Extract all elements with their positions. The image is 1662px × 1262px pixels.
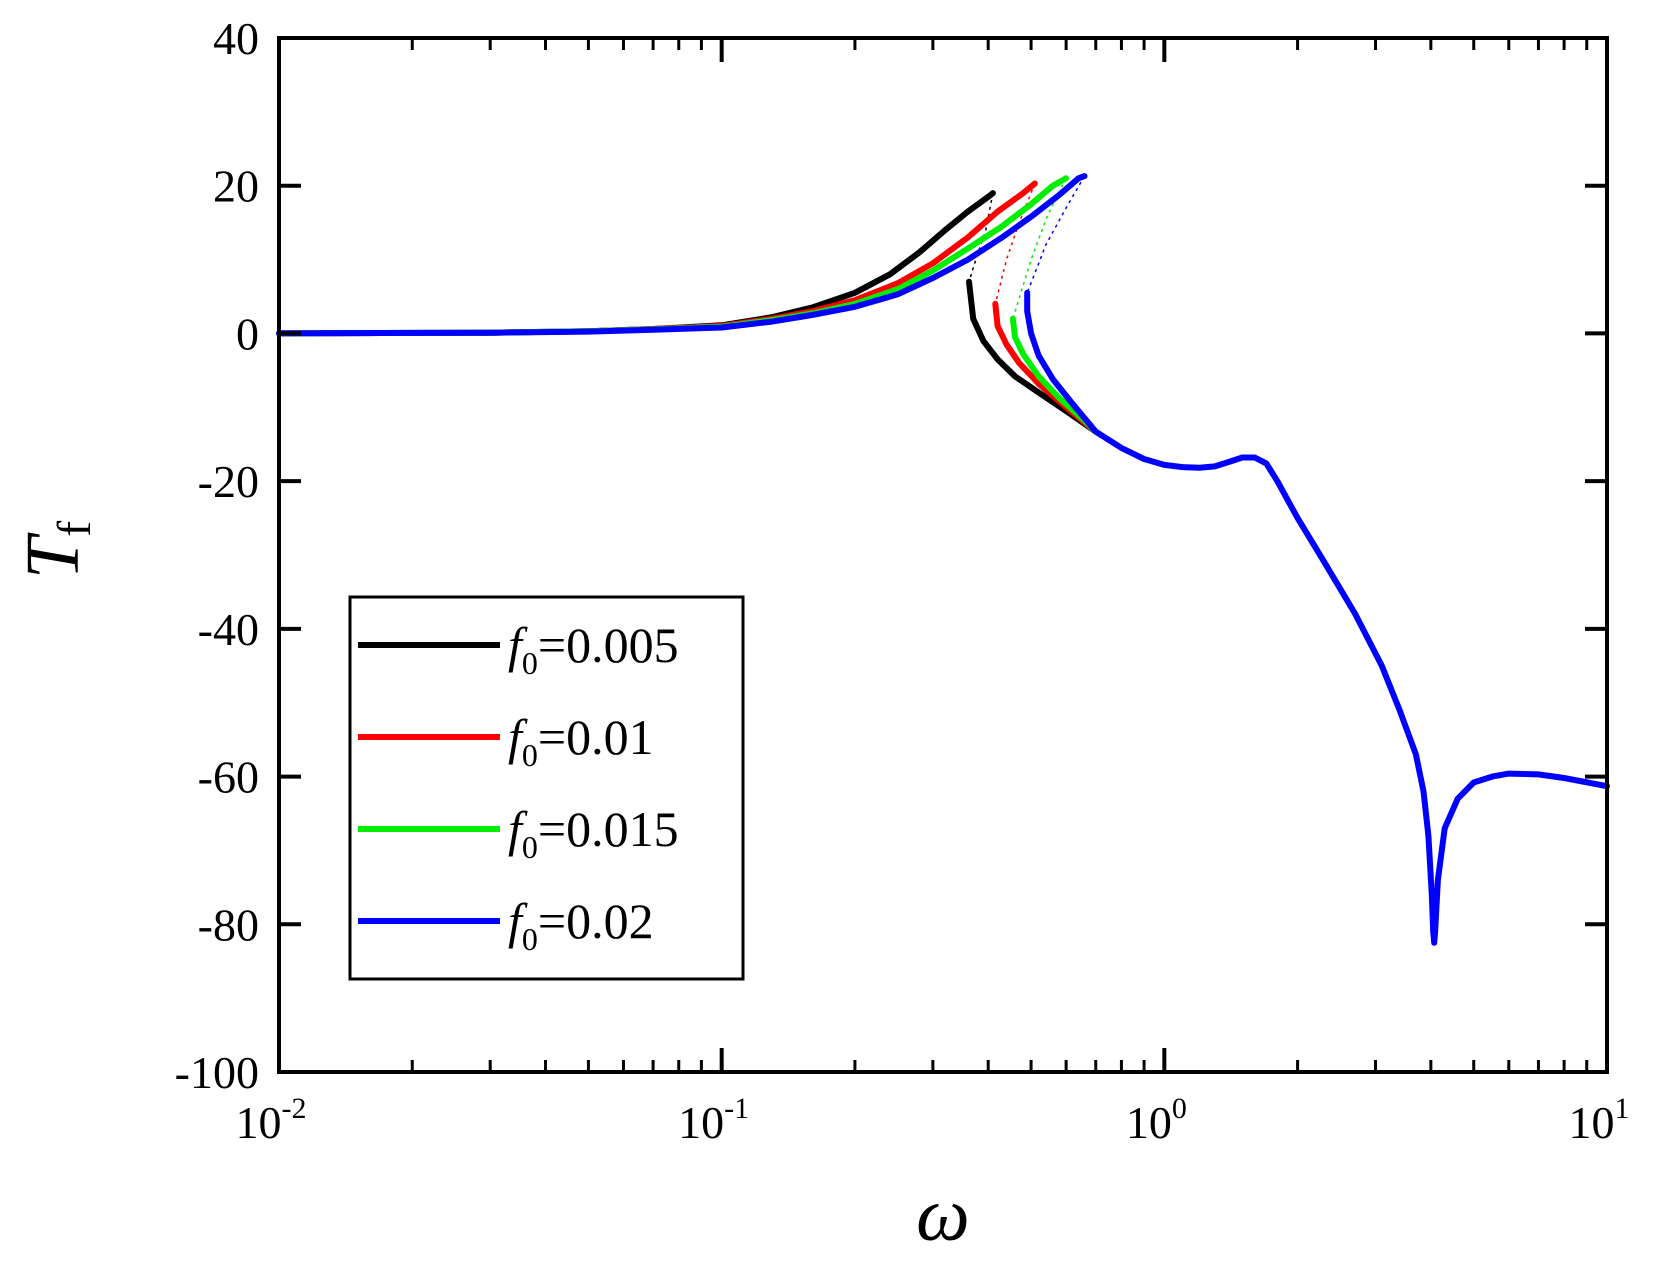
y-tick-label: -40 — [198, 604, 259, 655]
y-tick-label: 40 — [213, 13, 259, 64]
legend-label-2: f0=0.015 — [508, 801, 679, 865]
svg-text:Tf: Tf — [11, 521, 101, 579]
ticks-layer — [277, 36, 1609, 1074]
y-tick-label: 20 — [213, 161, 259, 212]
series-upper-3 — [276, 173, 1088, 337]
plot-frame — [277, 36, 1609, 1074]
series-upper-2 — [276, 175, 1070, 337]
series-upper-1 — [276, 180, 1038, 337]
y-tick-label: -60 — [198, 752, 259, 803]
y-axis-title-main: T — [11, 532, 95, 579]
y-tick-label: -20 — [198, 456, 259, 507]
y-tick-label: 0 — [236, 308, 259, 359]
x-axis-title: ω — [916, 1173, 970, 1257]
legend-box — [348, 595, 745, 981]
series-unstable-1 — [994, 183, 1036, 305]
x-tick-label: 100 — [1126, 1092, 1187, 1148]
x-tick-label: 101 — [1569, 1092, 1630, 1148]
y-axis-title: Tf — [11, 521, 101, 579]
series-layer — [276, 173, 1610, 946]
y-tick-label: -100 — [175, 1047, 259, 1098]
legend-label-3: f0=0.02 — [508, 893, 654, 957]
series-unstable-2 — [1012, 177, 1067, 319]
x-tick-label: 10-2 — [236, 1092, 307, 1148]
series-lower-0 — [966, 278, 1099, 435]
series-unstable-3 — [1026, 175, 1086, 294]
series-lower-3 — [1024, 289, 1610, 946]
series-upper-0 — [276, 190, 996, 337]
x-tick-label: 10-1 — [678, 1092, 749, 1148]
y-tick-label: -80 — [198, 899, 259, 950]
y-axis-title-sub: f — [48, 521, 101, 537]
legend-label-1: f0=0.01 — [508, 709, 654, 773]
